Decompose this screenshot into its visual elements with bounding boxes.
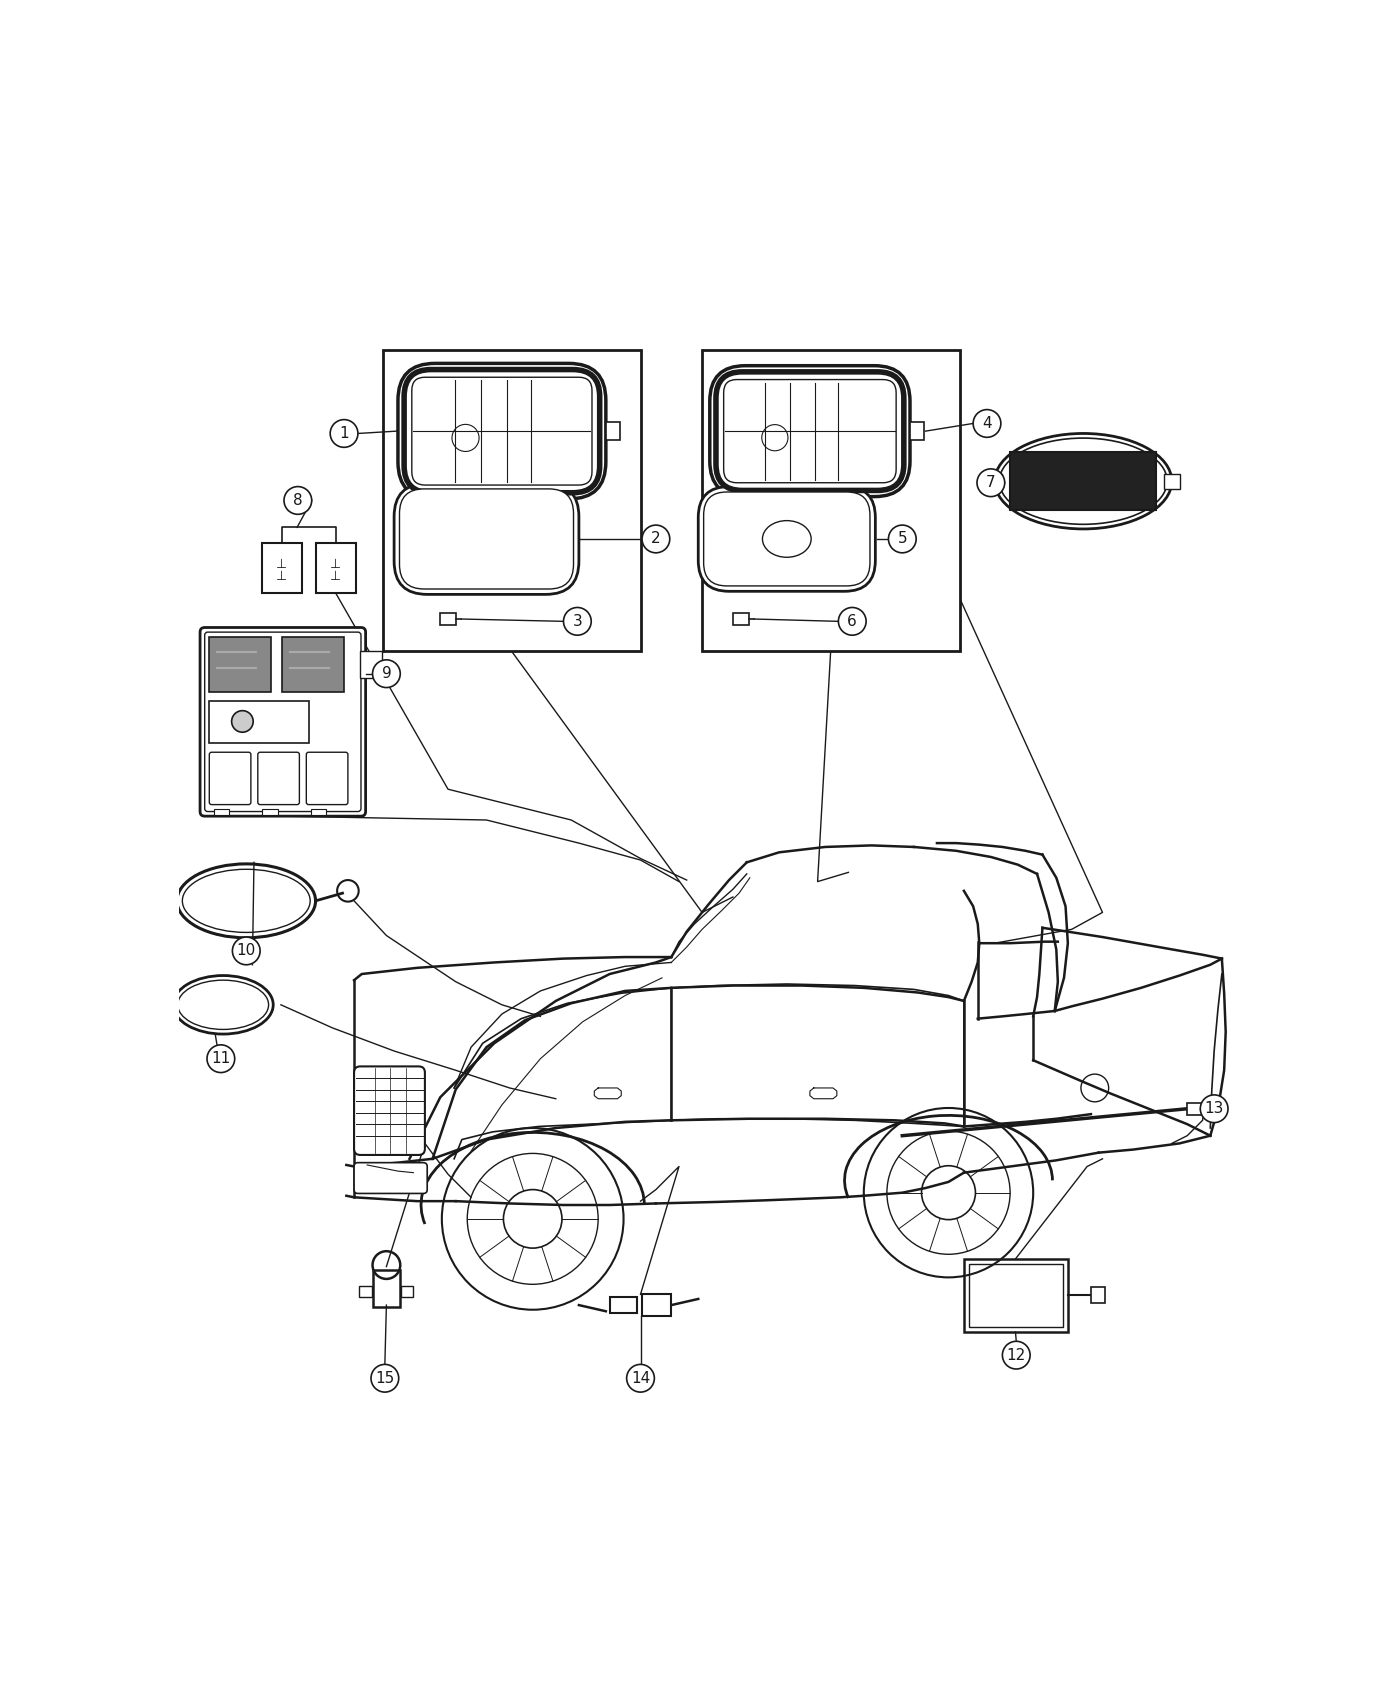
- Circle shape: [889, 525, 916, 552]
- FancyBboxPatch shape: [204, 632, 361, 811]
- FancyBboxPatch shape: [704, 491, 869, 586]
- FancyBboxPatch shape: [283, 638, 344, 692]
- Bar: [969, 1263, 1063, 1328]
- Circle shape: [563, 607, 591, 636]
- FancyBboxPatch shape: [412, 377, 592, 484]
- Text: 15: 15: [375, 1370, 395, 1385]
- Circle shape: [231, 711, 253, 733]
- Text: ⊥: ⊥: [330, 570, 342, 583]
- FancyBboxPatch shape: [360, 651, 382, 678]
- FancyBboxPatch shape: [910, 422, 924, 440]
- FancyBboxPatch shape: [262, 809, 277, 816]
- FancyBboxPatch shape: [724, 379, 896, 483]
- FancyBboxPatch shape: [715, 372, 904, 490]
- Text: 7: 7: [986, 476, 995, 490]
- Circle shape: [643, 525, 669, 552]
- Text: 4: 4: [983, 416, 991, 432]
- FancyBboxPatch shape: [606, 422, 620, 440]
- FancyBboxPatch shape: [399, 490, 574, 588]
- Circle shape: [977, 469, 1005, 496]
- FancyBboxPatch shape: [987, 474, 1002, 490]
- FancyBboxPatch shape: [210, 700, 309, 743]
- Circle shape: [330, 420, 358, 447]
- FancyBboxPatch shape: [405, 369, 599, 493]
- FancyBboxPatch shape: [1187, 1103, 1203, 1115]
- FancyBboxPatch shape: [710, 366, 910, 496]
- FancyBboxPatch shape: [643, 1294, 672, 1316]
- Bar: [262, 542, 302, 593]
- Text: 3: 3: [573, 614, 582, 629]
- FancyBboxPatch shape: [311, 809, 326, 816]
- FancyBboxPatch shape: [372, 1270, 400, 1307]
- FancyBboxPatch shape: [258, 751, 300, 804]
- FancyBboxPatch shape: [354, 1066, 426, 1154]
- Text: ⊥: ⊥: [330, 558, 342, 571]
- Bar: [315, 542, 356, 593]
- FancyBboxPatch shape: [200, 627, 365, 816]
- FancyBboxPatch shape: [210, 751, 251, 804]
- FancyBboxPatch shape: [440, 614, 456, 626]
- Circle shape: [371, 1365, 399, 1392]
- Circle shape: [839, 607, 867, 636]
- FancyBboxPatch shape: [1011, 452, 1156, 510]
- FancyBboxPatch shape: [214, 809, 230, 816]
- Bar: [382, 350, 641, 651]
- Bar: [963, 1260, 1068, 1333]
- Circle shape: [973, 410, 1001, 437]
- FancyBboxPatch shape: [400, 1285, 413, 1297]
- Text: 2: 2: [651, 532, 661, 546]
- FancyBboxPatch shape: [307, 751, 347, 804]
- Circle shape: [284, 486, 312, 515]
- FancyBboxPatch shape: [734, 614, 749, 626]
- Text: ⊥: ⊥: [276, 570, 287, 583]
- Text: 14: 14: [631, 1370, 650, 1385]
- Text: ⊥: ⊥: [276, 558, 287, 571]
- Circle shape: [207, 1046, 235, 1073]
- Circle shape: [1002, 1341, 1030, 1368]
- FancyBboxPatch shape: [395, 483, 580, 595]
- Text: 5: 5: [897, 532, 907, 546]
- Bar: [703, 350, 960, 651]
- Circle shape: [372, 660, 400, 687]
- FancyBboxPatch shape: [398, 364, 606, 498]
- Circle shape: [1200, 1095, 1228, 1122]
- Text: 10: 10: [237, 944, 256, 959]
- FancyBboxPatch shape: [610, 1297, 637, 1312]
- Circle shape: [232, 937, 260, 966]
- FancyBboxPatch shape: [1091, 1287, 1105, 1302]
- FancyBboxPatch shape: [699, 486, 875, 592]
- Text: 1: 1: [339, 427, 349, 440]
- Text: 12: 12: [1007, 1348, 1026, 1363]
- Circle shape: [627, 1365, 654, 1392]
- FancyBboxPatch shape: [1163, 474, 1179, 490]
- FancyBboxPatch shape: [360, 1285, 372, 1297]
- FancyBboxPatch shape: [354, 1163, 427, 1193]
- Text: 8: 8: [293, 493, 302, 508]
- Text: 11: 11: [211, 1051, 231, 1066]
- Text: 13: 13: [1204, 1102, 1224, 1117]
- FancyBboxPatch shape: [210, 638, 270, 692]
- Text: 6: 6: [847, 614, 857, 629]
- Text: 9: 9: [382, 666, 391, 682]
